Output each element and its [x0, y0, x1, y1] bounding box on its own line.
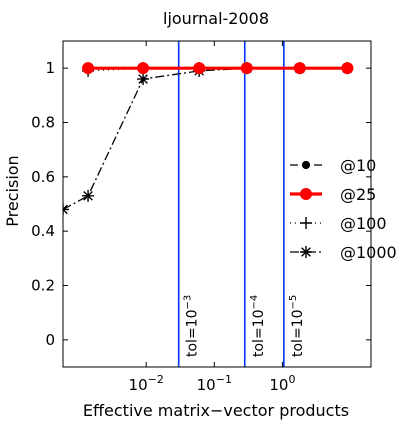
- legend-marker-1-shape: [301, 160, 311, 170]
- legend-marker-3: [300, 217, 312, 229]
- series-point-at25-2-shape: [137, 62, 150, 75]
- legend-marker-4: [300, 246, 312, 258]
- legend-marker-2: [300, 188, 312, 200]
- y-tick-label-3: 0.6: [31, 168, 55, 186]
- series-point-at1000-3: [137, 73, 150, 86]
- series-point-at25-4: [240, 62, 253, 75]
- legend-label-4: @1000: [340, 243, 397, 262]
- series-point-at25-1-shape: [82, 62, 95, 75]
- series-point-at25-2: [137, 62, 150, 75]
- legend-marker-3-shape: [300, 217, 312, 229]
- x-axis-ticks: 10−2 10−1 100: [129, 41, 295, 394]
- series-point-at25-4-shape: [240, 62, 253, 75]
- y-tick-label-2: 0.4: [31, 222, 55, 240]
- series-point-at25-5-shape: [293, 62, 306, 75]
- tol-label-1: tol=10−3: [183, 295, 201, 357]
- legend-marker-1: [301, 160, 311, 170]
- legend-label-1: @10: [340, 156, 376, 175]
- legend-label-3: @100: [340, 214, 387, 233]
- y-tick-label-1: 0.2: [31, 277, 55, 295]
- series-point-at25-1: [82, 62, 95, 75]
- series-point-at1000-2: [82, 189, 95, 202]
- y-tick-label-5: 1: [45, 59, 55, 77]
- plot-inner: [63, 41, 354, 367]
- series-point-at25-3: [193, 62, 206, 75]
- series-point-at1000-2-shape: [82, 189, 95, 202]
- legend: @10 @25 @100 @1000: [290, 156, 397, 262]
- plot-frame: [62, 40, 372, 368]
- series-point-at25-6: [341, 62, 354, 75]
- legend-marker-2-shape: [300, 188, 312, 200]
- x-tick-label-0: 10−2: [129, 373, 164, 394]
- tol-label-2: tol=10−4: [249, 295, 267, 357]
- x-axis-label: Effective matrix−vector products: [83, 401, 349, 420]
- y-tick-label-0: 0: [45, 331, 55, 349]
- x-tick-label-2: 100: [269, 373, 295, 394]
- legend-marker-4-shape: [300, 246, 312, 258]
- x-tick-label-1: 10−1: [197, 373, 232, 394]
- legend-label-2: @25: [340, 185, 376, 204]
- series-point-at25-6-shape: [341, 62, 354, 75]
- series-point-at1000-3-shape: [137, 73, 150, 86]
- chart-title: ljournal-2008: [163, 9, 269, 28]
- series-point-at25-5: [293, 62, 306, 75]
- tol-label-3: tol=10−5: [288, 295, 306, 357]
- series-point-at25-3-shape: [193, 62, 206, 75]
- y-axis-label: Precision: [3, 155, 22, 226]
- y-tick-label-4: 0.8: [31, 114, 55, 132]
- plot-area: tol=10−3 tol=10−4 tol=10−5: [63, 41, 354, 367]
- y-axis-ticks: 0 0.2 0.4 0.6 0.8 1: [31, 59, 371, 349]
